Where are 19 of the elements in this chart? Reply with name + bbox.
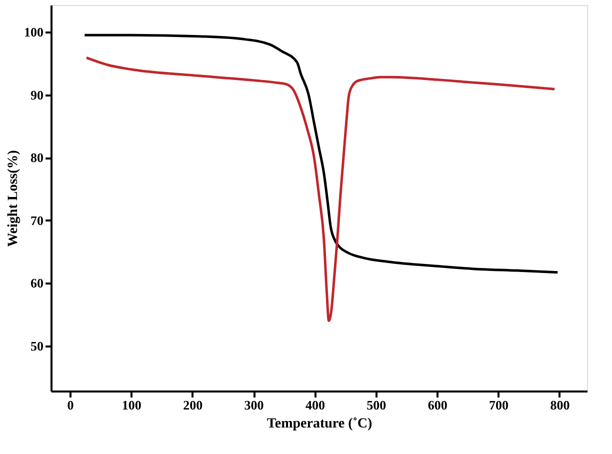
y-tick-label: 70 bbox=[30, 212, 44, 228]
y-axis-title: Weight Loss(%) bbox=[6, 150, 21, 247]
x-tick-label: 600 bbox=[428, 398, 448, 412]
y-tick-label: 90 bbox=[30, 87, 44, 102]
x-tick-label: 100 bbox=[122, 398, 142, 412]
y-tick-label: 50 bbox=[30, 338, 44, 354]
y-tick-label: 60 bbox=[30, 276, 44, 291]
line-series bbox=[85, 56, 556, 322]
x-tick-label: 200 bbox=[183, 398, 203, 412]
x-tick-label: 800 bbox=[550, 398, 570, 412]
y-tick-label: 100 bbox=[24, 24, 44, 40]
x-tick-label: 700 bbox=[489, 398, 509, 412]
x-tick-label: 400 bbox=[305, 398, 325, 412]
y-tick-label: 80 bbox=[30, 150, 44, 166]
line-series bbox=[83, 34, 559, 274]
x-tick-label: 300 bbox=[244, 398, 264, 412]
x-axis-title: Temperature (˚C) bbox=[266, 416, 373, 432]
x-tick-label: 500 bbox=[366, 398, 386, 412]
x-tick-label: 0 bbox=[67, 398, 74, 412]
